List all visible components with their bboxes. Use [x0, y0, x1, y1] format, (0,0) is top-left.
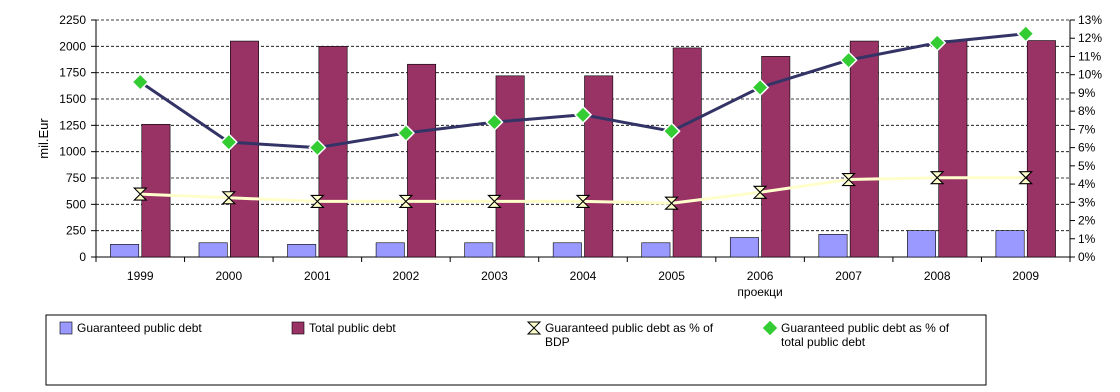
legend-label-line: Guaranteed public debt as % of — [545, 321, 714, 335]
point-marker-hourglass — [575, 194, 591, 208]
legend-label: Guaranteed public debt as % of BDP — [545, 321, 714, 349]
legend-label: Guaranteed public debt — [77, 321, 202, 335]
y-tick-label: 1750 — [59, 66, 86, 80]
x-tick-label: 2000 — [215, 269, 242, 283]
y-tick-label: 2000 — [59, 39, 86, 53]
y2-tick-label: 3% — [1078, 195, 1096, 209]
bar-guaranteed-debt — [110, 244, 140, 258]
y2-tick-label: 7% — [1078, 122, 1096, 136]
x-tick-label: 2005 — [658, 269, 685, 283]
point-marker-hourglass — [664, 196, 679, 210]
legend-swatch — [291, 321, 305, 335]
point-marker-diamond — [219, 133, 238, 152]
point-marker-diamond — [485, 113, 504, 132]
bar-guaranteed-debt — [729, 237, 759, 258]
legend-label-line: total public debt — [781, 335, 866, 349]
point-marker-diamond — [573, 105, 593, 124]
point-marker-hourglass — [752, 185, 768, 199]
x-tick-label: 2001 — [304, 269, 331, 283]
x-tick-label: 2007 — [835, 269, 862, 283]
point-marker-diamond — [1016, 24, 1035, 43]
bar-guaranteed-debt — [995, 230, 1025, 258]
bar-total-debt — [407, 63, 437, 258]
bar-total-debt — [849, 40, 879, 258]
y-tick-label: 2250 — [59, 13, 86, 27]
x-tick-label: 2004 — [570, 269, 597, 283]
bar-guaranteed-debt — [641, 242, 671, 258]
point-marker-diamond — [928, 33, 947, 52]
bar-total-debt — [672, 47, 702, 258]
bar-total-debt — [938, 40, 968, 258]
y2-tick-label: 2% — [1078, 214, 1096, 228]
y2-tick-label: 6% — [1078, 141, 1096, 155]
y2-tick-label: 10% — [1078, 68, 1102, 82]
y2-tick-label: 8% — [1078, 104, 1096, 118]
y2-tick-label: 4% — [1078, 177, 1096, 191]
legend-label-line: Guaranteed public debt as % of — [781, 321, 950, 335]
point-marker-hourglass — [841, 172, 856, 187]
bar-guaranteed-debt — [375, 242, 405, 258]
x-tick-label: 2008 — [924, 269, 951, 283]
point-marker-hourglass — [310, 194, 325, 208]
bar-total-debt — [230, 40, 259, 258]
bar-total-debt — [318, 46, 348, 258]
y2-tick-label: 12% — [1078, 31, 1102, 45]
point-marker-diamond — [308, 138, 327, 157]
bar-guaranteed-debt — [464, 242, 494, 258]
bar-total-debt — [495, 75, 525, 258]
y2-tick-label: 13% — [1078, 13, 1102, 27]
point-marker-diamond — [396, 123, 415, 143]
point-marker-hourglass — [398, 194, 414, 208]
legend-swatch — [526, 321, 542, 335]
point-marker-hourglass — [132, 187, 148, 201]
x-tick-label: 2003 — [481, 269, 508, 283]
bar-total-debt — [584, 75, 614, 258]
bar-guaranteed-debt — [907, 230, 936, 258]
line-pct-total-debt — [139, 32, 1026, 150]
point-marker-diamond — [839, 51, 858, 70]
y2-tick-label: 5% — [1078, 159, 1096, 173]
point-marker-hourglass — [1018, 171, 1034, 185]
x-tick-label: 1999 — [127, 269, 154, 283]
point-marker-hourglass — [929, 171, 945, 185]
bar-total-debt — [141, 123, 171, 258]
y-tick-label: 750 — [66, 171, 86, 185]
point-marker-diamond — [662, 122, 681, 141]
x-tick-label: 2006 — [747, 269, 774, 283]
y-tick-label: 500 — [66, 197, 86, 211]
bar-guaranteed-debt — [818, 234, 848, 258]
bar-guaranteed-debt — [552, 242, 582, 258]
legend-label-line: BDP — [545, 335, 570, 349]
legend-box — [45, 314, 987, 386]
point-marker-diamond — [751, 78, 770, 97]
x-tick-sublabel: проекци — [737, 285, 782, 299]
y2-tick-label: 0% — [1078, 250, 1096, 264]
y-axis-label: mil.Eur — [36, 118, 51, 159]
y-tick-label: 1500 — [59, 92, 86, 106]
legend-label: Total public debt — [309, 321, 396, 335]
y-tick-label: 1250 — [59, 118, 86, 132]
x-tick-label: 2009 — [1012, 269, 1039, 283]
y-tick-label: 1000 — [59, 145, 86, 159]
point-marker-hourglass — [221, 191, 237, 205]
y2-tick-label: 11% — [1078, 49, 1101, 63]
bar-guaranteed-debt — [198, 242, 228, 258]
bar-total-debt — [1026, 40, 1056, 258]
x-tick-label: 2002 — [393, 269, 420, 283]
legend-label: Guaranteed public debt as % of total publ… — [781, 321, 950, 349]
point-marker-hourglass — [487, 194, 502, 208]
point-marker-diamond — [131, 72, 150, 92]
y2-tick-label: 9% — [1078, 86, 1096, 100]
legend-swatch — [59, 321, 73, 335]
y2-tick-label: 1% — [1078, 232, 1096, 246]
bar-guaranteed-debt — [287, 244, 317, 258]
legend-swatch — [761, 319, 779, 337]
y-tick-label: 250 — [66, 224, 86, 238]
y-tick-label: 0 — [79, 250, 86, 264]
